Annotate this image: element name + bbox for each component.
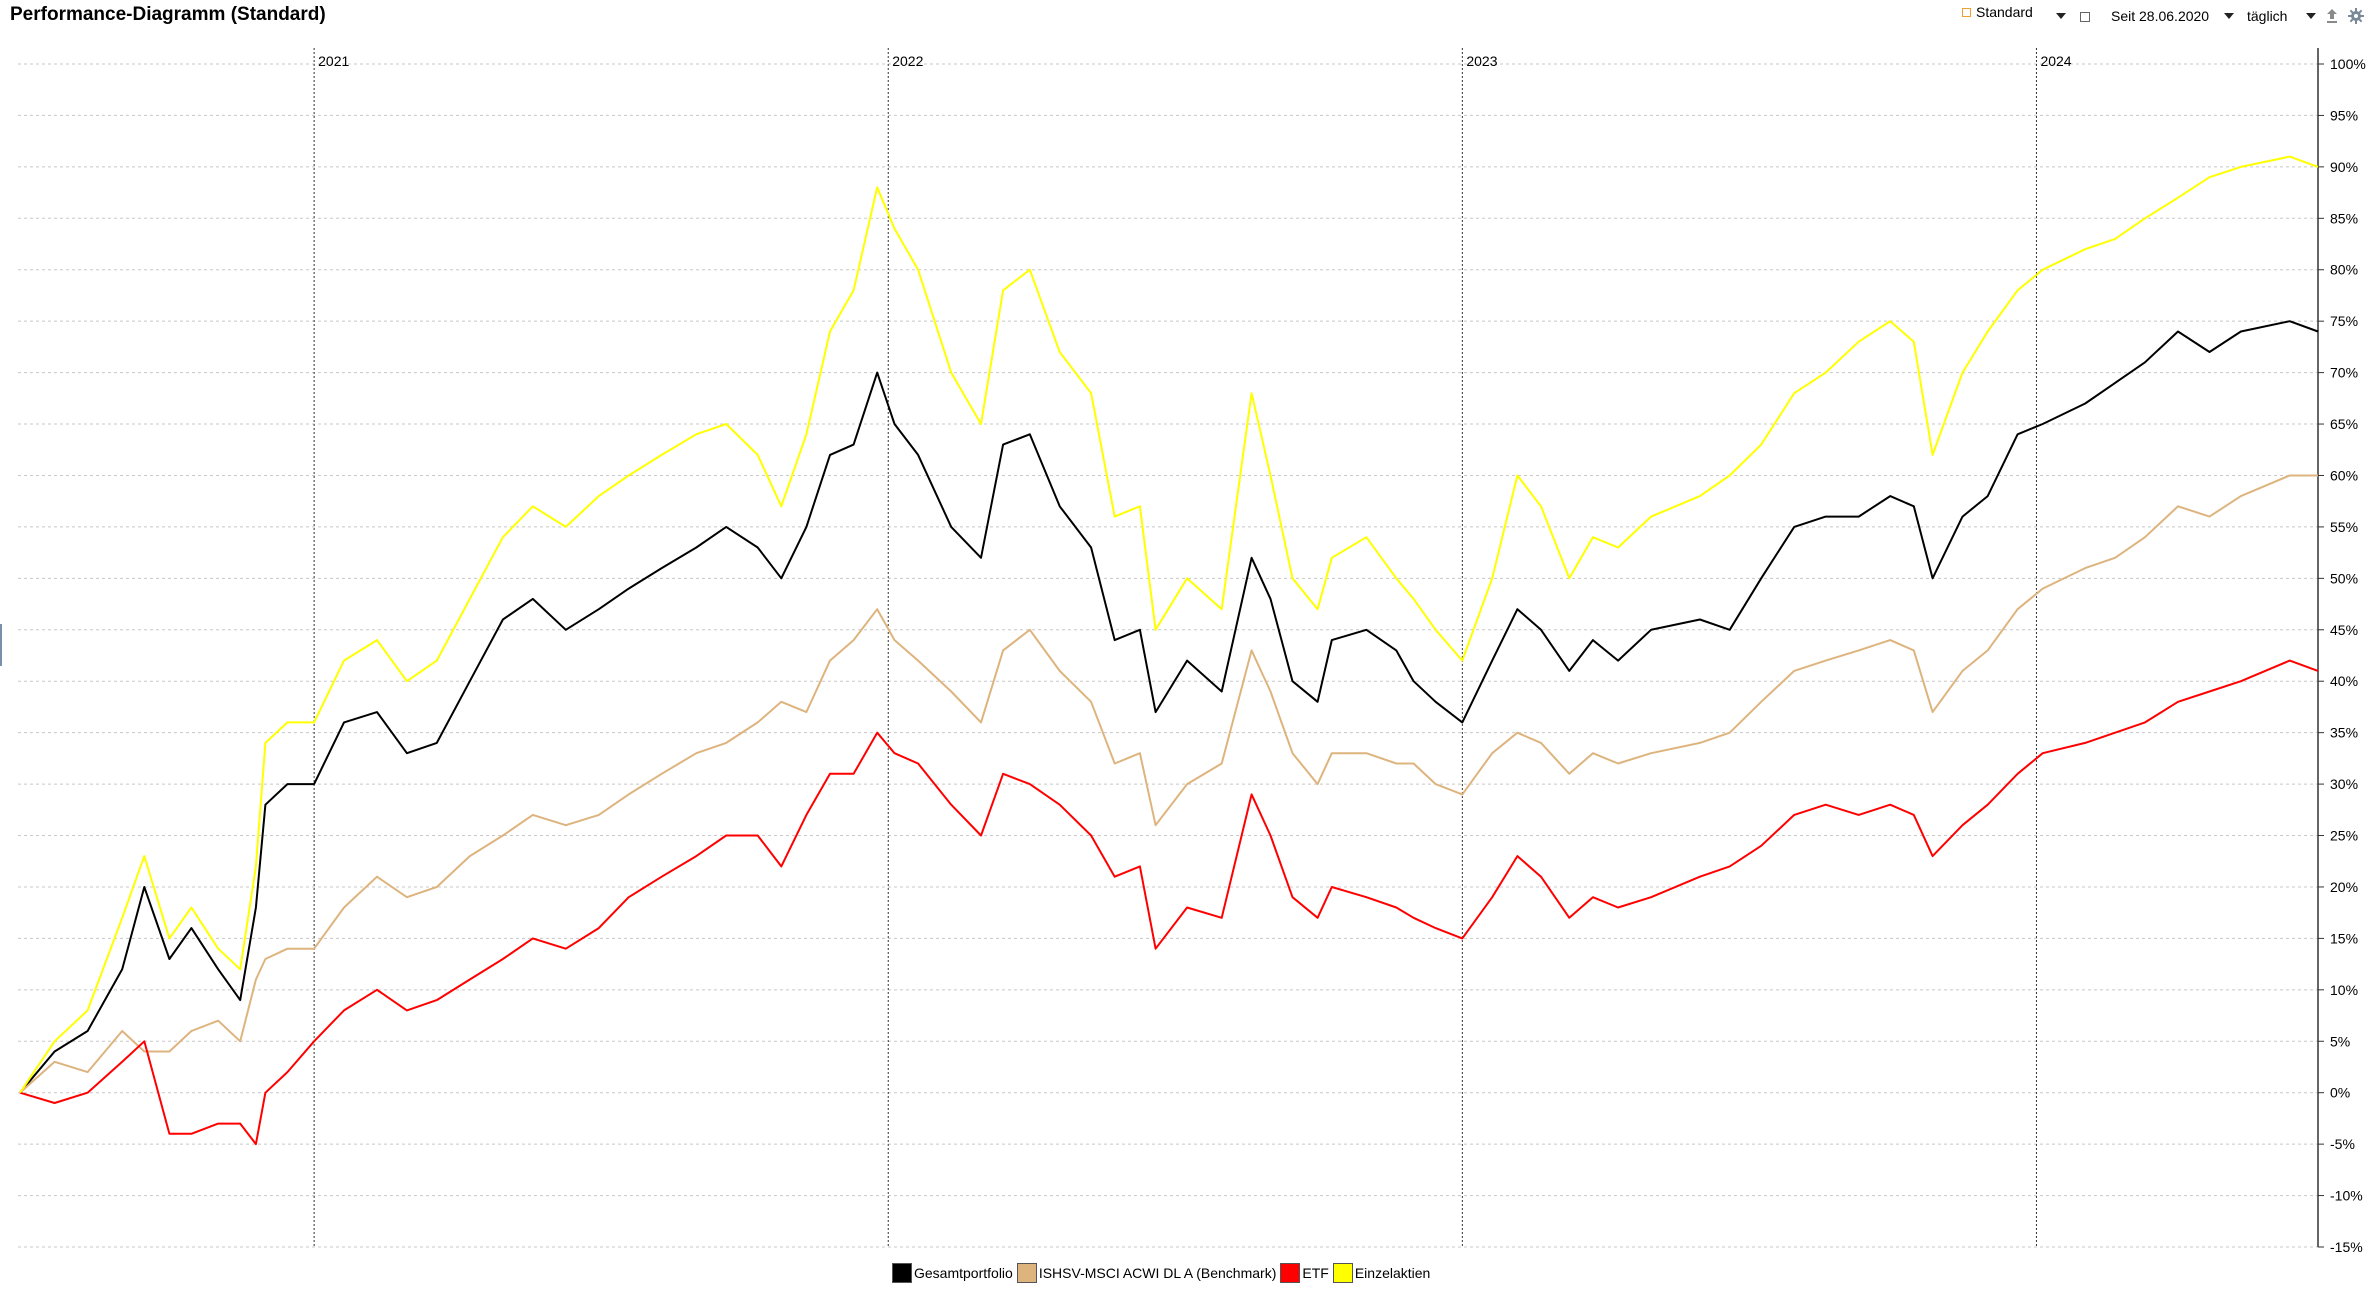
page-title: Performance-Diagramm (Standard) bbox=[10, 4, 326, 25]
legend-swatch bbox=[1016, 1263, 1037, 1283]
y-tick-label: 30% bbox=[2330, 776, 2358, 792]
y-tick-label: 80% bbox=[2330, 262, 2358, 278]
year-label: 2024 bbox=[2040, 53, 2071, 69]
performance-chart: 2021 2022 2023 2024 100% 95% 90% 85% 80% 75% 70% 6… bbox=[18, 48, 2366, 1255]
y-tick-label: -5% bbox=[2330, 1136, 2355, 1152]
style-select[interactable]: Standard bbox=[1962, 4, 2033, 20]
y-tick-label: -15% bbox=[2330, 1239, 2363, 1255]
y-tick-label: 100% bbox=[2330, 56, 2366, 72]
y-tick-label: 70% bbox=[2330, 365, 2358, 381]
since-date-label: Seit 28.06.2020 bbox=[2111, 8, 2210, 24]
frequency-dropdown-caret-icon[interactable] bbox=[2306, 13, 2316, 19]
upload-icon[interactable] bbox=[2325, 8, 2339, 24]
y-axis: 100% 95% 90% 85% 80% 75% 70% 65% 60% 55% 50% 45% 40%… bbox=[2317, 48, 2366, 1255]
y-tick-label: 95% bbox=[2330, 107, 2358, 123]
series-line bbox=[19, 474, 2318, 1094]
y-tick-label: 25% bbox=[2330, 828, 2358, 844]
frequency-label: täglich bbox=[2247, 8, 2288, 24]
legend-swatch bbox=[1280, 1263, 1301, 1283]
year-label: 2022 bbox=[892, 53, 923, 69]
y-tick-label: 5% bbox=[2330, 1033, 2350, 1049]
y-tick-label: 45% bbox=[2330, 622, 2358, 638]
grid-lines bbox=[18, 63, 2318, 1248]
legend-swatch bbox=[1332, 1263, 1353, 1283]
y-tick-label: 35% bbox=[2330, 725, 2358, 741]
left-edge-marker bbox=[0, 624, 2, 666]
calendar-square-icon[interactable] bbox=[2080, 12, 2090, 22]
frequency-select[interactable]: täglich bbox=[2247, 8, 2287, 24]
legend-entry[interactable]: ETF bbox=[1280, 1263, 1329, 1283]
since-date-select[interactable]: Seit 28.06.2020 bbox=[2111, 8, 2209, 24]
y-tick-label: 55% bbox=[2330, 519, 2358, 535]
y-tick-label: 90% bbox=[2330, 159, 2358, 175]
square-outline-orange-icon bbox=[1962, 7, 1971, 17]
y-tick-label: 60% bbox=[2330, 467, 2358, 483]
series-line bbox=[19, 320, 2319, 1094]
legend-entry[interactable]: Einzelaktien bbox=[1332, 1263, 1431, 1283]
y-tick-label: 15% bbox=[2330, 930, 2358, 946]
series-lines bbox=[19, 155, 2319, 1146]
series-line bbox=[19, 659, 2319, 1146]
style-select-label: Standard bbox=[1976, 4, 2033, 20]
gear-icon[interactable] bbox=[2348, 8, 2364, 24]
legend-entry[interactable]: Gesamtportfolio bbox=[892, 1263, 1013, 1283]
legend-label: Einzelaktien bbox=[1354, 1265, 1431, 1281]
legend-label: ISHSV-MSCI ACWI DL A (Benchmark) bbox=[1038, 1265, 1277, 1281]
legend-label: ETF bbox=[1302, 1265, 1329, 1281]
chart-legend: Gesamtportfolio ISHSV-MSCI ACWI DL A (Ben… bbox=[892, 1263, 1434, 1283]
y-tick-label: -10% bbox=[2330, 1188, 2363, 1204]
y-tick-label: 40% bbox=[2330, 673, 2358, 689]
since-dropdown-caret-icon[interactable] bbox=[2224, 13, 2234, 19]
y-tick-label: 75% bbox=[2330, 313, 2358, 329]
year-label: 2021 bbox=[318, 53, 349, 69]
y-tick-label: 10% bbox=[2330, 982, 2358, 998]
legend-entry[interactable]: ISHSV-MSCI ACWI DL A (Benchmark) bbox=[1016, 1263, 1277, 1283]
y-tick-label: 65% bbox=[2330, 416, 2358, 432]
style-dropdown-caret-icon[interactable] bbox=[2056, 13, 2066, 19]
y-tick-label: 20% bbox=[2330, 879, 2358, 895]
year-label: 2023 bbox=[1466, 53, 1497, 69]
legend-label: Gesamtportfolio bbox=[914, 1265, 1013, 1281]
year-markers: 2021 2022 2023 2024 bbox=[313, 48, 2072, 1247]
y-tick-label: 85% bbox=[2330, 210, 2358, 226]
y-tick-label: 0% bbox=[2330, 1085, 2350, 1101]
series-line bbox=[19, 155, 2319, 1094]
legend-swatch bbox=[892, 1263, 912, 1283]
y-tick-label: 50% bbox=[2330, 570, 2358, 586]
